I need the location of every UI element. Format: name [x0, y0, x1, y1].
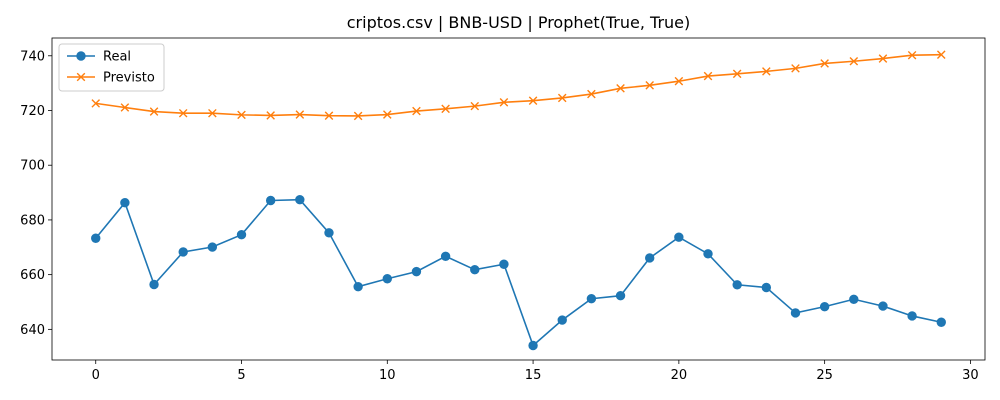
- data-point-previsto: [383, 110, 392, 119]
- series-real: [91, 194, 946, 351]
- data-point-real: [265, 195, 276, 206]
- data-point-previsto: [587, 89, 596, 99]
- data-point-previsto: [528, 96, 538, 105]
- data-point-real: [674, 232, 684, 242]
- x-tick-label: 5: [237, 368, 245, 383]
- series-line-real: [95, 198, 942, 347]
- data-point-real: [499, 259, 509, 269]
- y-tick-label: 680: [20, 213, 45, 228]
- data-point-real: [207, 242, 218, 252]
- series-layer: [91, 50, 946, 351]
- data-point-previsto: [674, 76, 684, 86]
- plot-frame: [51, 37, 986, 361]
- data-point-previsto: [616, 84, 625, 93]
- data-point-real: [849, 294, 859, 304]
- data-point-previsto: [849, 56, 859, 66]
- legend-marker-real: [76, 51, 86, 61]
- data-point-real: [907, 311, 917, 321]
- data-point-real: [819, 301, 830, 312]
- y-tick-label: 740: [20, 49, 45, 64]
- data-point-previsto: [732, 69, 742, 79]
- legend: Real Previsto: [58, 43, 165, 92]
- y-axis: 640 660 680 700 720 740: [20, 49, 52, 338]
- data-point-previsto: [324, 111, 334, 120]
- data-point-previsto: [441, 104, 450, 114]
- data-point-real: [470, 265, 480, 275]
- y-tick-label: 720: [20, 104, 45, 119]
- data-point-previsto: [149, 107, 159, 116]
- legend-marker-previsto: [76, 72, 86, 82]
- series-line-previsto: [95, 53, 942, 117]
- data-point-previsto: [353, 111, 363, 121]
- data-point-previsto: [120, 103, 130, 112]
- y-tick-label: 700: [20, 159, 45, 174]
- x-tick-label: 10: [379, 368, 396, 383]
- data-point-previsto: [791, 64, 800, 73]
- data-point-real: [586, 294, 597, 304]
- data-point-previsto: [470, 101, 480, 111]
- data-point-previsto: [878, 54, 888, 63]
- data-point-real: [411, 266, 422, 277]
- data-point-real: [91, 233, 101, 243]
- data-point-real: [382, 274, 392, 284]
- data-point-real: [703, 249, 713, 259]
- series-previsto: [91, 50, 946, 121]
- chart-title: criptos.csv | BNB-USD | Prophet(True, Tr…: [347, 13, 691, 32]
- data-point-real: [120, 197, 130, 208]
- data-point-real: [878, 301, 888, 311]
- x-axis: 0 5 10 15 20 25 30: [92, 360, 979, 383]
- data-point-previsto: [820, 59, 829, 68]
- data-point-previsto: [91, 99, 101, 108]
- data-point-real: [440, 251, 451, 262]
- legend-label-previsto: Previsto: [103, 71, 155, 86]
- data-point-real: [615, 291, 626, 301]
- x-tick-label: 30: [962, 368, 979, 383]
- data-point-previsto: [499, 97, 509, 107]
- data-point-previsto: [557, 93, 567, 103]
- data-point-previsto: [412, 106, 421, 116]
- x-tick-label: 25: [816, 368, 833, 383]
- data-point-previsto: [295, 110, 305, 119]
- y-tick-label: 640: [20, 323, 45, 338]
- data-point-previsto: [936, 50, 946, 59]
- data-point-real: [353, 281, 363, 292]
- data-point-real: [936, 317, 946, 327]
- data-point-real: [790, 308, 801, 318]
- data-point-real: [761, 282, 772, 293]
- data-point-real: [324, 228, 334, 238]
- data-point-previsto: [266, 111, 275, 120]
- data-point-previsto: [762, 67, 771, 76]
- x-tick-label: 20: [671, 368, 688, 383]
- x-tick-label: 15: [525, 368, 542, 383]
- y-tick-label: 660: [20, 268, 45, 283]
- data-point-real: [732, 280, 742, 290]
- data-point-real: [236, 230, 247, 240]
- data-point-real: [178, 247, 188, 257]
- data-point-previsto: [237, 110, 246, 120]
- data-point-real: [295, 194, 305, 205]
- data-point-real: [557, 315, 567, 325]
- data-point-real: [528, 340, 538, 351]
- data-point-previsto: [208, 108, 217, 118]
- data-point-previsto: [703, 71, 713, 81]
- data-point-previsto: [645, 81, 654, 90]
- legend-label-real: Real: [103, 50, 131, 65]
- data-point-real: [645, 253, 655, 263]
- data-point-real: [149, 279, 159, 290]
- data-point-previsto: [178, 108, 188, 118]
- data-point-previsto: [907, 50, 917, 60]
- x-tick-label: 0: [92, 368, 100, 383]
